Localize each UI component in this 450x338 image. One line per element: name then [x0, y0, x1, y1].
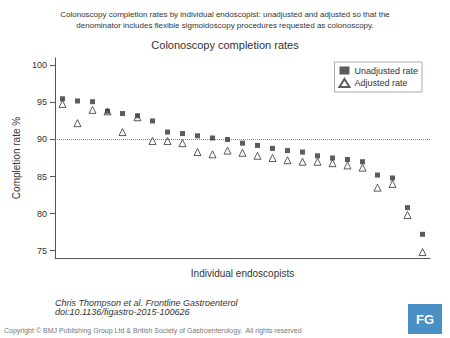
svg-text:Chris Thompson et al. Frontlin: Chris Thompson et al. Frontline Gastroen…	[55, 297, 238, 308]
svg-text:denominator includes flexible: denominator includes flexible sigmoidosc…	[76, 21, 373, 30]
svg-text:75: 75	[37, 246, 47, 256]
svg-text:FG: FG	[416, 312, 434, 327]
svg-text:Adjusted rate: Adjusted rate	[354, 78, 407, 88]
svg-text:doi:10.1136/figastro-2015-1006: doi:10.1136/figastro-2015-100626	[55, 307, 189, 317]
svg-text:Individual endoscopists: Individual endoscopists	[191, 268, 294, 279]
svg-text:Unadjusted rate: Unadjusted rate	[354, 66, 418, 76]
svg-text:100: 100	[32, 60, 47, 70]
svg-text:Colonoscopy completion rates: Colonoscopy completion rates	[151, 39, 299, 51]
svg-text:95: 95	[37, 97, 47, 107]
svg-text:Completion rate %: Completion rate %	[11, 117, 22, 199]
svg-text:80: 80	[37, 209, 47, 219]
svg-text:Colonoscopy completion rates b: Colonoscopy completion rates by individu…	[60, 10, 390, 19]
svg-text:Copyright © BMJ Publishing Gro: Copyright © BMJ Publishing Group Ltd & B…	[4, 327, 302, 335]
svg-text:90: 90	[37, 134, 47, 144]
svg-text:85: 85	[37, 172, 47, 182]
